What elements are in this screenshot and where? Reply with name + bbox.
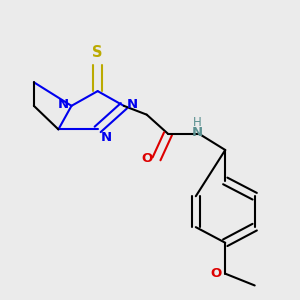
Text: N: N	[101, 131, 112, 144]
Text: H: H	[193, 116, 202, 128]
Text: N: N	[58, 98, 69, 111]
Text: O: O	[210, 267, 221, 280]
Text: O: O	[141, 152, 153, 165]
Text: N: N	[126, 98, 138, 111]
Text: N: N	[192, 126, 203, 139]
Text: S: S	[92, 45, 103, 60]
